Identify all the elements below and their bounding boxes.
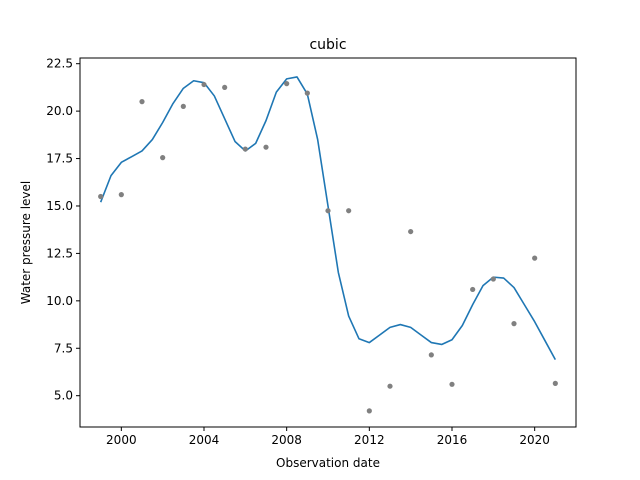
- y-tick-label: 15.0: [46, 199, 73, 213]
- data-point: [201, 81, 207, 88]
- x-axis-ticks: 2000 2004 2008 2012 2016 2020: [106, 427, 550, 447]
- data-point: [160, 155, 166, 161]
- y-tick-label: 5.0: [54, 389, 73, 403]
- y-axis-ticks: 5.0 7.5 10.0 12.5 15.0 17.5 20.0 22.5: [46, 57, 80, 403]
- y-tick-label: 20.0: [46, 104, 73, 118]
- data-point: [222, 84, 228, 91]
- data-point: [346, 208, 352, 214]
- x-tick-label: 2020: [519, 433, 550, 447]
- x-tick-label: 2016: [437, 433, 468, 447]
- plot-area: [98, 76, 558, 414]
- x-axis-label: Observation date: [276, 456, 380, 470]
- x-tick-label: 2004: [189, 433, 220, 447]
- data-point: [552, 380, 558, 386]
- data-point: [242, 146, 248, 152]
- data-point: [284, 81, 290, 87]
- axes-frame: [79, 57, 577, 428]
- x-tick-label: 2008: [271, 433, 302, 447]
- data-point: [408, 228, 414, 235]
- chart-title: cubic: [309, 37, 346, 53]
- fit-curve-line: [99, 76, 557, 361]
- data-point: [470, 286, 476, 293]
- data-point: [263, 144, 269, 150]
- data-point: [180, 103, 186, 109]
- data-point: [387, 383, 393, 389]
- y-tick-label: 7.5: [54, 341, 73, 355]
- data-point: [532, 255, 538, 261]
- x-tick-label: 2000: [106, 433, 137, 447]
- data-point: [304, 90, 310, 96]
- y-tick-label: 17.5: [46, 152, 73, 166]
- x-tick-label: 2012: [354, 433, 385, 447]
- y-tick-label: 12.5: [46, 246, 73, 260]
- data-point: [428, 352, 434, 358]
- y-tick-label: 22.5: [46, 57, 73, 71]
- y-axis-label: Water pressure level: [19, 181, 33, 304]
- data-point: [139, 99, 145, 105]
- data-point: [511, 321, 517, 327]
- data-point: [325, 208, 331, 214]
- data-point: [118, 192, 124, 198]
- data-point: [98, 193, 104, 200]
- data-point: [490, 276, 496, 282]
- data-point: [449, 381, 455, 387]
- data-point: [366, 408, 372, 414]
- y-tick-label: 10.0: [46, 294, 73, 308]
